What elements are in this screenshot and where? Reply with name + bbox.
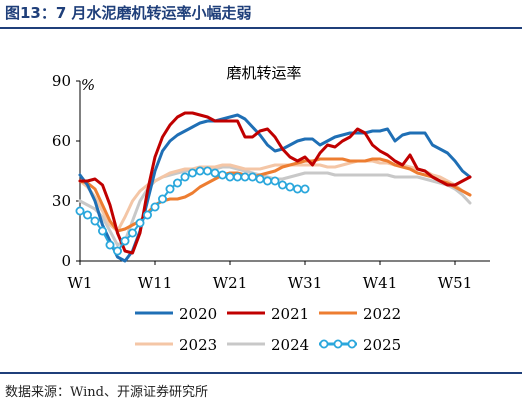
x-axis-ticks: W1 W11 W21 W31 W41 W51 xyxy=(68,261,473,292)
source-rule xyxy=(0,372,522,374)
figure-title: 图13：7 月水泥磨机转运率小幅走弱 xyxy=(5,4,252,22)
series-point-2025 xyxy=(127,228,137,238)
x-tick-label: W31 xyxy=(288,274,323,292)
series-point-2025 xyxy=(225,172,235,182)
x-tick-label: W11 xyxy=(138,274,173,292)
series-line-2021 xyxy=(78,111,472,255)
series-point-2025 xyxy=(113,246,123,256)
series-lines xyxy=(75,111,472,263)
series-point-2025 xyxy=(202,166,212,176)
x-tick-label: W51 xyxy=(438,274,473,292)
series-point-2025 xyxy=(142,210,152,220)
y-tick-label: 0 xyxy=(61,252,71,270)
legend-label-2025: 2025 xyxy=(363,336,401,354)
series-point-2025 xyxy=(90,216,100,226)
series-point-2025 xyxy=(187,168,197,178)
y-tick-label: 60 xyxy=(52,132,71,150)
series-point-2025 xyxy=(292,184,302,194)
series-point-2025 xyxy=(255,174,265,184)
source-note: 数据来源：Wind、开源证券研究所 xyxy=(5,385,208,400)
y-axis-ticks: 0 30 60 90 xyxy=(52,72,80,270)
legend: 2020 2021 2022 2023 2024 2025 xyxy=(135,305,401,354)
legend-label-2022: 2022 xyxy=(363,305,401,323)
series-point-2025 xyxy=(135,218,145,228)
legend-marker-2025 xyxy=(347,339,357,349)
series-point-2025 xyxy=(165,184,175,194)
legend-label-2024: 2024 xyxy=(271,336,309,354)
legend-marker-2025 xyxy=(333,339,343,349)
series-point-2025 xyxy=(120,236,130,246)
series-point-2025 xyxy=(98,226,108,236)
series-point-2025 xyxy=(300,184,310,194)
series-point-2025 xyxy=(172,178,182,188)
series-point-2025 xyxy=(157,194,167,204)
x-tick-label: W1 xyxy=(68,274,93,292)
series-point-2025 xyxy=(83,210,93,220)
legend-label-2020: 2020 xyxy=(179,305,217,323)
legend-label-2023: 2023 xyxy=(179,336,217,354)
series-point-2025 xyxy=(217,170,227,180)
y-tick-label: 30 xyxy=(52,192,71,210)
y-tick-label: 90 xyxy=(52,72,71,90)
series-point-2025 xyxy=(105,240,115,250)
legend-label-2021: 2021 xyxy=(271,305,309,323)
series-point-2025 xyxy=(247,172,257,182)
series-point-2025 xyxy=(75,206,85,216)
series-point-2025 xyxy=(277,180,287,190)
series-point-2025 xyxy=(180,172,190,182)
series-point-2025 xyxy=(262,176,272,186)
series-point-2025 xyxy=(195,166,205,176)
title-rule xyxy=(0,27,522,29)
y-axis-unit: % xyxy=(81,76,95,94)
series-point-2025 xyxy=(210,168,220,178)
legend-marker-2025 xyxy=(319,339,329,349)
series-point-2025 xyxy=(240,172,250,182)
series-point-2025 xyxy=(285,182,295,192)
series-point-2025 xyxy=(150,202,160,212)
series-point-2025 xyxy=(270,176,280,186)
x-tick-label: W41 xyxy=(363,274,398,292)
chart-title: 磨机转运率 xyxy=(226,64,301,82)
series-point-2025 xyxy=(232,172,242,182)
series-line-2023 xyxy=(78,159,472,233)
x-tick-label: W21 xyxy=(213,274,248,292)
